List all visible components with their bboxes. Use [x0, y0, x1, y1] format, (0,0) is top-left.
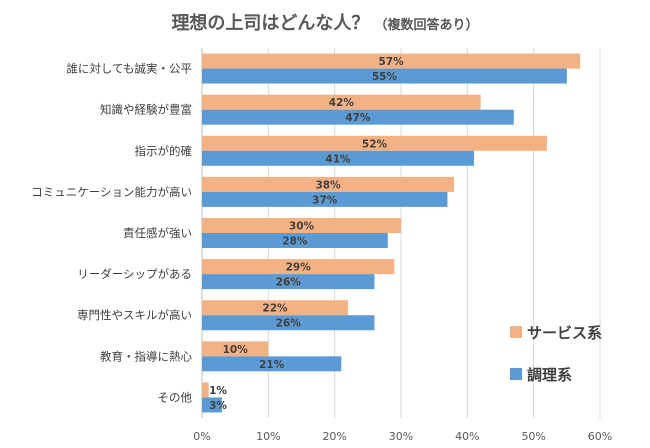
category-label: 指示が的確: [135, 144, 193, 158]
bar-cooking: [202, 356, 342, 372]
data-label: 26%: [276, 318, 302, 330]
category-label: 専門性やスキルが高い: [77, 308, 192, 322]
bar-service: [202, 382, 209, 398]
category-label: 教育・指導に熱心: [100, 349, 192, 363]
x-tick-label: 40%: [455, 430, 479, 443]
data-label: 28%: [282, 236, 308, 248]
x-tick-label: 20%: [322, 430, 346, 443]
data-label: 47%: [345, 112, 371, 124]
bar-cooking: [202, 109, 514, 125]
bar-cooking: [202, 233, 388, 248]
bar-service: [202, 341, 269, 357]
x-tick-labels: 0% 10% 20% 30% 40% 50% 60%: [193, 430, 612, 443]
chart-subtitle: （複数回答あり）: [375, 17, 479, 33]
x-tick-label: 60%: [588, 430, 612, 443]
data-label: 29%: [286, 262, 312, 274]
category-label: リーダーシップがある: [77, 267, 192, 281]
data-label: 41%: [325, 153, 351, 165]
x-tick-label: 0%: [193, 430, 210, 443]
chart-title-main: 理想の上司はどんな人？: [171, 12, 369, 34]
bar-cooking: [202, 191, 448, 207]
data-label: 10%: [223, 344, 249, 356]
bar-service: [202, 259, 395, 275]
legend-swatch-cooking: [510, 368, 522, 380]
category-label: 誰に対しても誠実・公平: [66, 62, 192, 76]
chart-title: 理想の上司はどんな人？ （複数回答あり）: [171, 12, 478, 34]
bar-cooking: [202, 274, 375, 290]
category-label: コミュニケーション能力が高い: [31, 185, 192, 199]
category-label: その他: [158, 390, 193, 404]
data-label: 3%: [209, 400, 227, 412]
bar-cooking: [202, 397, 222, 413]
bars: 57% 55% 42% 47% 52% 41% 38% 37% 30% 28% 29% 26% 22% 2…: [202, 53, 581, 413]
bar-service: [202, 53, 581, 69]
bar-service: [202, 300, 348, 316]
x-tick-label: 10%: [256, 430, 280, 443]
data-label: 52%: [362, 138, 388, 150]
category-labels: 誰に対しても誠実・公平知識や経験が豊富指示が的確コミュニケーション能力が高い責任…: [31, 62, 192, 405]
data-label: 30%: [289, 221, 315, 233]
bar-service: [202, 218, 401, 233]
bar-cooking: [202, 315, 375, 331]
bar-service: [202, 176, 455, 192]
data-label: 26%: [276, 277, 302, 289]
data-label: 21%: [259, 359, 285, 371]
bar-service: [202, 135, 547, 151]
legend-label-service: サービス系: [527, 324, 602, 342]
x-tick-label: 50%: [521, 430, 545, 443]
x-tick-label: 30%: [389, 430, 413, 443]
category-label: 責任感が強い: [123, 226, 192, 240]
legend-label-cooking: 調理系: [527, 366, 572, 384]
bar-cooking: [202, 150, 474, 166]
data-label: 38%: [315, 179, 341, 191]
bar-service: [202, 94, 481, 110]
bar-cooking: [202, 68, 567, 84]
data-label: 42%: [329, 97, 355, 109]
data-label: 1%: [209, 385, 227, 397]
data-label: 22%: [262, 303, 288, 315]
category-label: 知識や経験が豊富: [100, 103, 192, 117]
legend-swatch-service: [510, 326, 522, 338]
data-label: 57%: [378, 56, 404, 68]
data-label: 55%: [372, 71, 398, 83]
data-label: 37%: [312, 194, 338, 206]
